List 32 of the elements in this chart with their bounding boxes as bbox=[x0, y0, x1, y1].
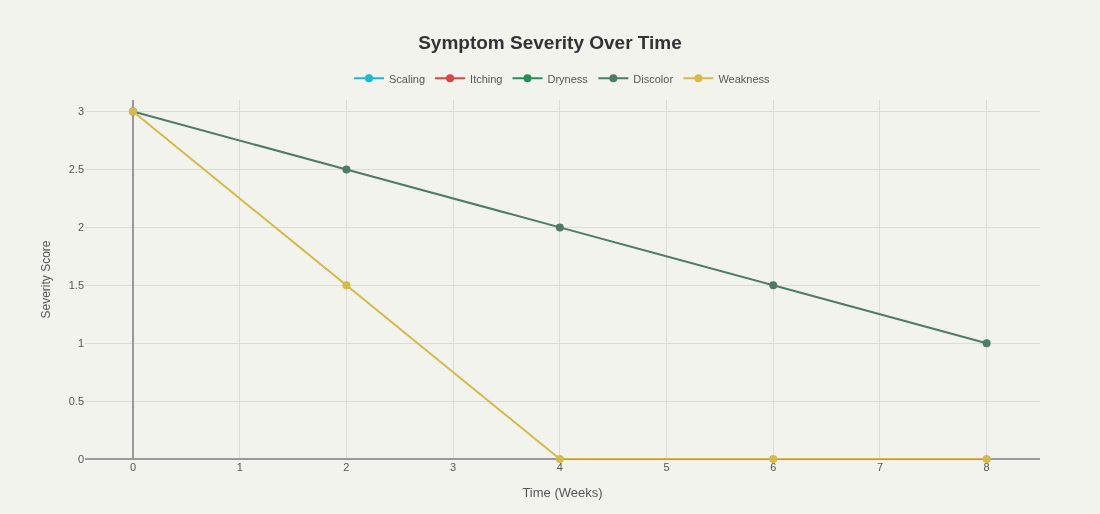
point bbox=[982, 455, 991, 463]
legend-label: Dryness bbox=[547, 72, 589, 85]
y-tick-label: 1.5 bbox=[68, 279, 84, 292]
point bbox=[342, 281, 351, 290]
x-tick-label: 8 bbox=[983, 461, 990, 473]
point bbox=[769, 281, 778, 290]
point bbox=[555, 223, 564, 232]
x-tick-label: 7 bbox=[876, 461, 883, 473]
point bbox=[769, 455, 778, 463]
y-tick-label: 1 bbox=[77, 337, 84, 350]
x-tick-label: 6 bbox=[770, 461, 777, 473]
x-tick-label: 2 bbox=[343, 461, 350, 473]
y-tick-label: 0.5 bbox=[68, 394, 84, 407]
x-tick-label: 5 bbox=[663, 461, 670, 473]
legend-label: Weakness bbox=[718, 72, 771, 85]
legend-label: Itching bbox=[470, 72, 503, 85]
y-tick-label: 2.5 bbox=[68, 163, 84, 176]
point bbox=[555, 455, 564, 463]
point bbox=[982, 339, 991, 348]
x-tick-label: 4 bbox=[556, 461, 563, 473]
y-tick-label: 0 bbox=[77, 452, 84, 465]
point bbox=[342, 165, 351, 174]
legend-label: Discolor bbox=[633, 72, 674, 85]
legend-label: Scaling bbox=[389, 72, 426, 85]
y-axis-title: Severity Score bbox=[39, 240, 53, 319]
x-tick-label: 0 bbox=[129, 461, 137, 473]
x-axis-title: Time (Weeks) bbox=[522, 484, 603, 500]
x-tick-label: 3 bbox=[450, 461, 457, 473]
y-tick-label: 3 bbox=[77, 105, 84, 118]
y-tick-label: 2 bbox=[77, 221, 84, 234]
chart-title: Symptom Severity Over Time bbox=[418, 32, 682, 54]
x-tick-label: 1 bbox=[236, 461, 243, 473]
